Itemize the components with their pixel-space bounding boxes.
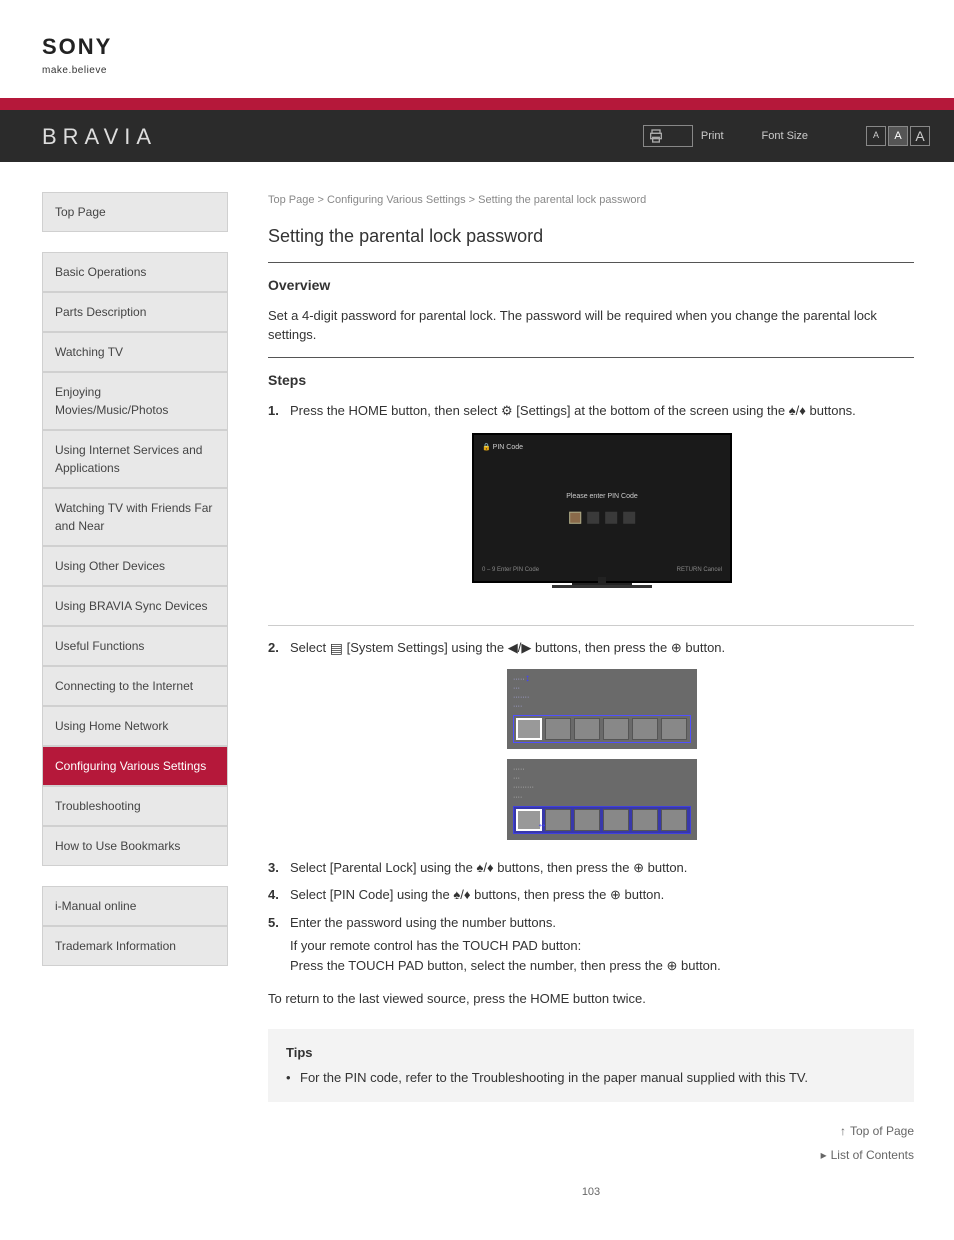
sidebar-item[interactable]: Using Internet Services and Applications — [42, 430, 228, 488]
left-right-icon: ◀/▶ — [508, 640, 532, 655]
sidebar-item[interactable]: Using Other Devices — [42, 546, 228, 586]
print-icon — [648, 128, 664, 144]
bullet-icon: • — [286, 1068, 300, 1088]
breadcrumb: Top Page > Configuring Various Settings … — [268, 192, 914, 209]
page-title: Setting the parental lock password — [268, 223, 914, 250]
font-size-small[interactable]: A — [866, 126, 886, 146]
triangle-icon: ▸ — [821, 1146, 827, 1164]
sidebar-item[interactable]: Troubleshooting — [42, 786, 228, 826]
plus-icon: ⊕ — [671, 640, 682, 655]
overview-text: Set a 4-digit password for parental lock… — [268, 306, 914, 345]
tips-text: For the PIN code, refer to the Troublesh… — [300, 1068, 808, 1088]
menu-list-icon: ▤ — [330, 638, 343, 659]
return-instruction: To return to the last viewed source, pre… — [268, 989, 914, 1009]
sidebar-item[interactable]: Watching TV with Friends Far and Near — [42, 488, 228, 546]
sidebar-item[interactable]: Using Home Network — [42, 706, 228, 746]
sidebar-item[interactable]: Using BRAVIA Sync Devices — [42, 586, 228, 626]
settings-icon: ⚙ — [501, 401, 513, 421]
tv-pin-screenshot: 🔒 PIN Code Please enter PIN Code 0 – 9 E… — [472, 433, 732, 587]
step-2: 2. Select ▤ [System Settings] using the … — [268, 638, 914, 850]
arrow-marker-icon: ↔ — [537, 817, 547, 832]
steps-heading: Steps — [268, 370, 914, 391]
font-size-large[interactable]: A — [910, 126, 930, 146]
plus-icon: ⊕ — [666, 958, 677, 973]
brand-header: SONY make.believe — [0, 0, 954, 98]
brand-tagline: make.believe — [42, 63, 954, 78]
overview-heading: Overview — [268, 275, 914, 296]
lock-icon: 🔒 — [482, 444, 491, 451]
menu-screenshot-2: ····················· ↔ — [507, 759, 697, 839]
page-footer-links: ↑Top of Page ▸List of Contents — [268, 1122, 914, 1164]
font-size-medium[interactable]: A — [888, 126, 908, 146]
up-down-icon: ♠/♦ — [453, 887, 470, 902]
sidebar-item[interactable]: Connecting to the Internet — [42, 666, 228, 706]
font-size-label: Font Size — [762, 128, 808, 145]
step-3: 3. Select [Parental Lock] using the ♠/♦ … — [268, 858, 914, 878]
up-down-icon: ♠/♦ — [789, 403, 806, 418]
sidebar-item[interactable]: How to Use Bookmarks — [42, 826, 228, 866]
sidebar-item[interactable]: Enjoying Movies/Music/Photos — [42, 372, 228, 430]
step-4: 4. Select [PIN Code] using the ♠/♦ butto… — [268, 885, 914, 905]
step-1: 1. Press the HOME button, then select ⚙ … — [268, 401, 914, 607]
top-of-page-link[interactable]: ↑Top of Page — [268, 1122, 914, 1140]
sidebar-nav: Top Page Basic OperationsParts Descriptio… — [42, 192, 228, 1200]
sidebar-item[interactable]: Top Page — [42, 192, 228, 232]
sidebar-footer-item[interactable]: Trademark Information — [42, 926, 228, 966]
sidebar-item[interactable]: Watching TV — [42, 332, 228, 372]
sidebar-item[interactable]: Useful Functions — [42, 626, 228, 666]
page-header: BRAVIA Print Font Size A A A — [0, 110, 954, 162]
step-5: 5. Enter the password using the number b… — [268, 913, 914, 976]
page-number: 103 — [268, 1184, 914, 1201]
plus-icon: ⊕ — [610, 887, 621, 902]
print-button[interactable] — [643, 125, 693, 147]
product-logo: BRAVIA — [42, 120, 157, 153]
sidebar-item[interactable]: Basic Operations — [42, 252, 228, 292]
tips-box: Tips • For the PIN code, refer to the Tr… — [268, 1029, 914, 1102]
accent-bar — [0, 98, 954, 110]
main-content: Top Page > Configuring Various Settings … — [268, 192, 934, 1200]
sidebar-item[interactable]: Parts Description — [42, 292, 228, 332]
up-arrow-icon: ↑ — [840, 1122, 846, 1140]
font-size-selector: A A A — [866, 126, 930, 146]
sidebar-item[interactable]: Configuring Various Settings — [42, 746, 228, 786]
menu-screenshot-1: ↕ ··················· — [507, 669, 697, 749]
print-label: Print — [701, 128, 724, 145]
plus-icon: ⊕ — [633, 860, 644, 875]
tips-heading: Tips — [286, 1043, 896, 1063]
list-contents-link[interactable]: ▸List of Contents — [268, 1146, 914, 1164]
sidebar-footer-item[interactable]: i-Manual online — [42, 886, 228, 926]
arrow-marker-icon: ↕ — [525, 671, 530, 686]
up-down-icon: ♠/♦ — [476, 860, 493, 875]
sony-logo: SONY — [42, 30, 954, 63]
